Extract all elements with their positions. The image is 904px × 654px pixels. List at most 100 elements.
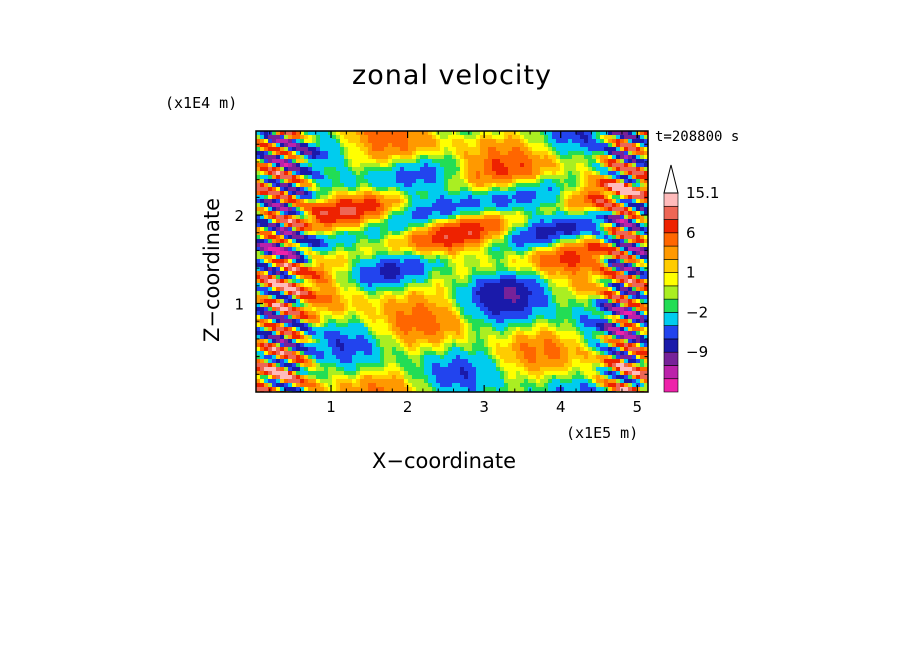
field-cell bbox=[520, 187, 525, 192]
field-cell bbox=[500, 279, 505, 284]
field-cell bbox=[616, 259, 621, 264]
field-cell bbox=[396, 219, 401, 224]
field-cell bbox=[328, 191, 333, 196]
field-cell bbox=[436, 155, 441, 160]
field-cell bbox=[560, 255, 565, 260]
field-cell bbox=[412, 307, 417, 312]
field-cell bbox=[604, 275, 609, 280]
field-cell bbox=[428, 327, 433, 332]
field-cell bbox=[364, 287, 369, 292]
field-cell bbox=[568, 291, 573, 296]
field-cell bbox=[540, 147, 545, 152]
field-cell bbox=[544, 143, 549, 148]
field-cell bbox=[308, 279, 313, 284]
field-cell bbox=[472, 307, 477, 312]
field-cell bbox=[348, 135, 353, 140]
field-cell bbox=[564, 179, 569, 184]
field-cell bbox=[640, 167, 645, 172]
field-cell bbox=[368, 167, 373, 172]
field-cell bbox=[296, 271, 301, 276]
field-cell bbox=[584, 235, 589, 240]
field-cell bbox=[448, 287, 453, 292]
field-cell bbox=[328, 211, 333, 216]
field-cell bbox=[540, 135, 545, 140]
field-cell bbox=[612, 163, 617, 168]
field-cell bbox=[488, 231, 493, 236]
field-cell bbox=[284, 131, 289, 136]
field-cell bbox=[604, 155, 609, 160]
field-cell bbox=[560, 263, 565, 268]
field-cell bbox=[264, 303, 269, 308]
field-cell bbox=[324, 287, 329, 292]
field-cell bbox=[344, 139, 349, 144]
field-cell bbox=[476, 227, 481, 232]
field-cell bbox=[612, 283, 617, 288]
field-cell bbox=[444, 239, 449, 244]
field-cell bbox=[588, 287, 593, 292]
field-cell bbox=[500, 223, 505, 228]
field-cell bbox=[308, 315, 313, 320]
field-cell bbox=[400, 207, 405, 212]
field-cell bbox=[340, 159, 345, 164]
field-cell bbox=[576, 323, 581, 328]
field-cell bbox=[404, 191, 409, 196]
field-cell bbox=[276, 219, 281, 224]
field-cell bbox=[528, 231, 533, 236]
field-cell bbox=[556, 143, 561, 148]
field-cell bbox=[264, 199, 269, 204]
field-cell bbox=[560, 291, 565, 296]
field-cell bbox=[444, 287, 449, 292]
field-cell bbox=[364, 203, 369, 208]
field-cell bbox=[468, 155, 473, 160]
field-cell bbox=[424, 203, 429, 208]
field-cell bbox=[540, 215, 545, 220]
field-cell bbox=[280, 211, 285, 216]
field-cell bbox=[524, 311, 529, 316]
field-cell bbox=[256, 315, 261, 320]
field-cell bbox=[468, 247, 473, 252]
field-cell bbox=[456, 235, 461, 240]
field-cell bbox=[628, 319, 633, 324]
field-cell bbox=[560, 211, 565, 216]
field-cell bbox=[264, 307, 269, 312]
field-cell bbox=[368, 267, 373, 272]
field-cell bbox=[620, 195, 625, 200]
field-cell bbox=[376, 159, 381, 164]
field-cell bbox=[644, 283, 649, 288]
field-cell bbox=[560, 183, 565, 188]
field-cell bbox=[376, 203, 381, 208]
field-cell bbox=[256, 303, 261, 308]
field-cell bbox=[380, 255, 385, 260]
field-cell bbox=[632, 207, 637, 212]
field-cell bbox=[300, 159, 305, 164]
field-cell bbox=[300, 179, 305, 184]
field-cell bbox=[516, 255, 521, 260]
field-cell bbox=[592, 319, 597, 324]
field-cell bbox=[484, 207, 489, 212]
field-cell bbox=[356, 295, 361, 300]
field-cell bbox=[584, 287, 589, 292]
field-cell bbox=[600, 255, 605, 260]
field-cell bbox=[288, 147, 293, 152]
field-cell bbox=[352, 227, 357, 232]
field-cell bbox=[400, 275, 405, 280]
field-cell bbox=[372, 187, 377, 192]
field-cell bbox=[288, 223, 293, 228]
field-cell bbox=[564, 139, 569, 144]
field-cell bbox=[524, 291, 529, 296]
field-cell bbox=[320, 167, 325, 172]
field-cell bbox=[380, 299, 385, 304]
field-cell bbox=[500, 307, 505, 312]
field-cell bbox=[460, 279, 465, 284]
field-cell bbox=[504, 243, 509, 248]
field-cell bbox=[396, 255, 401, 260]
field-cell bbox=[604, 279, 609, 284]
field-cell bbox=[256, 191, 261, 196]
field-cell bbox=[472, 291, 477, 296]
field-cell bbox=[628, 251, 633, 256]
field-cell bbox=[488, 299, 493, 304]
field-cell bbox=[352, 303, 357, 308]
field-cell bbox=[336, 183, 341, 188]
field-cell bbox=[308, 231, 313, 236]
field-cell bbox=[612, 311, 617, 316]
